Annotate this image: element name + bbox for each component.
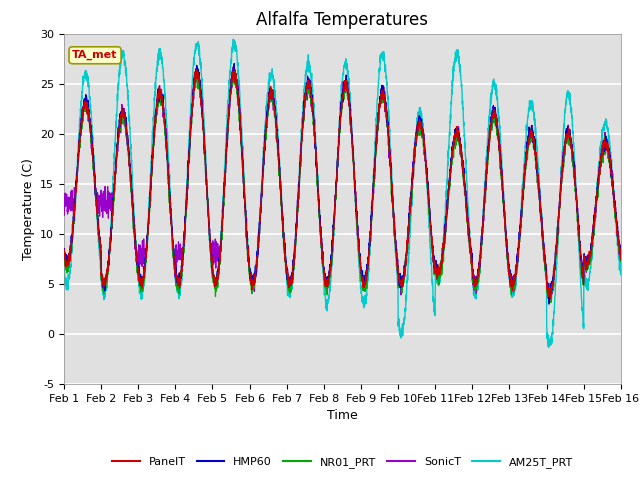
HMP60 xyxy=(60,246,68,252)
Line: AM25T_PRT: AM25T_PRT xyxy=(64,39,621,348)
AM25T_PRT xyxy=(397,331,404,337)
HMP60 xyxy=(617,249,625,254)
NR01_PRT xyxy=(193,69,200,74)
AM25T_PRT xyxy=(617,272,625,277)
SonicT xyxy=(617,254,625,260)
HMP60 xyxy=(545,301,553,307)
Y-axis label: Temperature (C): Temperature (C) xyxy=(22,158,35,260)
PanelT xyxy=(193,67,200,72)
SonicT xyxy=(546,297,554,302)
SonicT xyxy=(216,250,223,255)
SonicT xyxy=(230,64,237,70)
Legend: PanelT, HMP60, NR01_PRT, SonicT, AM25T_PRT: PanelT, HMP60, NR01_PRT, SonicT, AM25T_P… xyxy=(108,453,577,472)
PanelT xyxy=(617,257,625,263)
HMP60 xyxy=(230,60,238,66)
X-axis label: Time: Time xyxy=(327,409,358,422)
Line: NR01_PRT: NR01_PRT xyxy=(64,72,621,302)
HMP60 xyxy=(617,249,625,255)
HMP60 xyxy=(179,252,187,258)
AM25T_PRT xyxy=(545,345,552,350)
AM25T_PRT xyxy=(617,270,625,276)
AM25T_PRT xyxy=(216,256,223,262)
NR01_PRT xyxy=(617,259,625,264)
PanelT xyxy=(617,252,625,257)
AM25T_PRT xyxy=(229,36,237,42)
NR01_PRT xyxy=(60,255,68,261)
AM25T_PRT xyxy=(564,92,572,97)
PanelT xyxy=(547,296,554,302)
NR01_PRT xyxy=(547,300,555,305)
HMP60 xyxy=(564,131,572,136)
NR01_PRT xyxy=(564,132,572,138)
Line: HMP60: HMP60 xyxy=(64,63,621,304)
PanelT xyxy=(397,283,404,288)
SonicT xyxy=(564,122,572,128)
NR01_PRT xyxy=(179,254,187,260)
PanelT xyxy=(216,252,223,257)
Text: TA_met: TA_met xyxy=(72,50,118,60)
SonicT xyxy=(397,276,404,282)
HMP60 xyxy=(397,280,404,286)
Title: Alfalfa Temperatures: Alfalfa Temperatures xyxy=(257,11,428,29)
Line: SonicT: SonicT xyxy=(64,67,621,300)
HMP60 xyxy=(406,201,414,207)
SonicT xyxy=(617,257,625,263)
NR01_PRT xyxy=(216,260,223,265)
SonicT xyxy=(60,201,68,207)
SonicT xyxy=(179,245,187,251)
AM25T_PRT xyxy=(179,253,187,259)
PanelT xyxy=(60,251,68,256)
Line: PanelT: PanelT xyxy=(64,70,621,299)
PanelT xyxy=(179,245,187,251)
NR01_PRT xyxy=(406,197,414,203)
SonicT xyxy=(406,198,414,204)
NR01_PRT xyxy=(397,285,404,291)
AM25T_PRT xyxy=(60,262,68,268)
AM25T_PRT xyxy=(406,223,414,229)
NR01_PRT xyxy=(617,253,625,259)
PanelT xyxy=(406,196,414,202)
PanelT xyxy=(564,131,572,137)
HMP60 xyxy=(216,259,223,264)
